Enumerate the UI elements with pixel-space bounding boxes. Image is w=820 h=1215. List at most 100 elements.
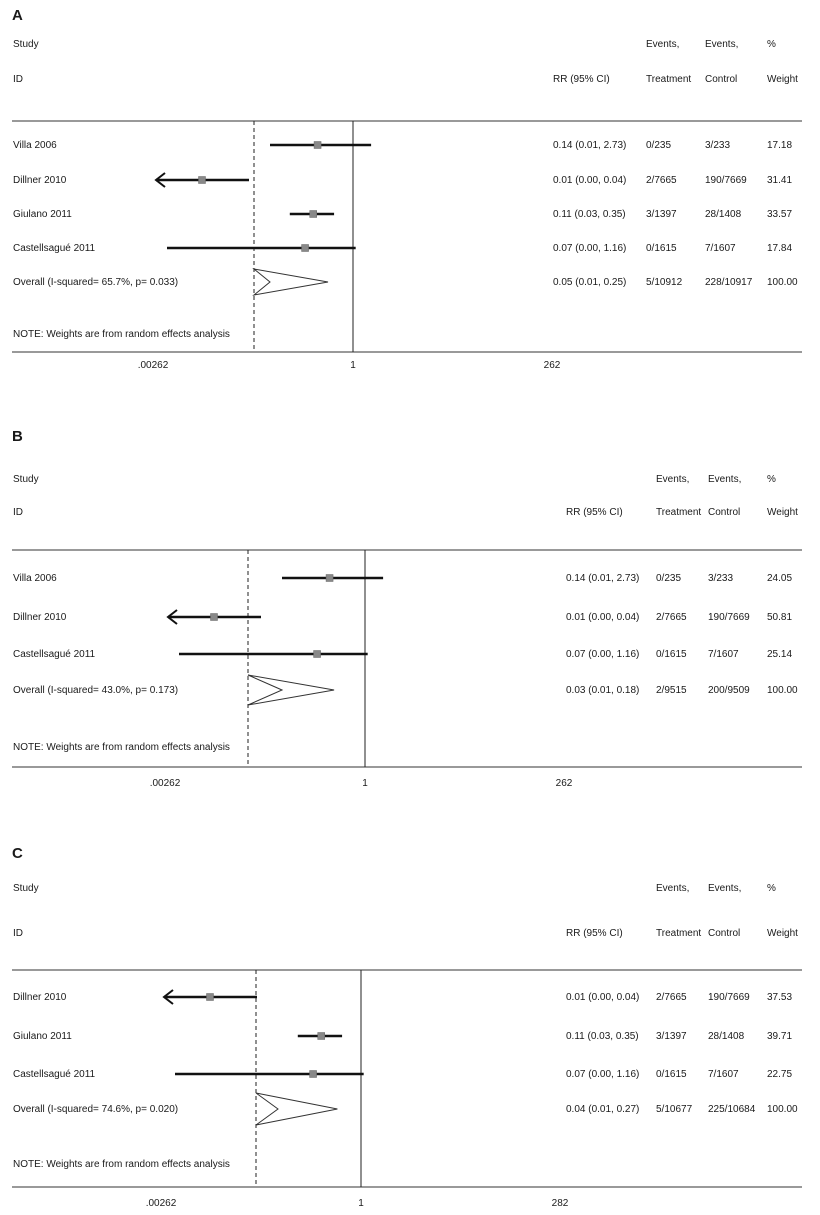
header-treatment: Treatment [656,507,701,518]
study-events-treatment: 0/1615 [656,1069,687,1080]
study-name: Dillner 2010 [13,612,67,623]
header-treatment: Treatment [646,74,691,85]
study-rr-ci: 0.14 (0.01, 2.73) [566,573,639,584]
study-name: Castellsagué 2011 [13,649,96,660]
study-events-treatment: 2/7665 [656,612,687,623]
study-weight: 17.18 [767,140,792,151]
study-events-control: 190/7669 [705,175,747,186]
x-tick-label: 262 [544,360,561,371]
study-name: Villa 2006 [13,140,57,151]
study-weight: 25.14 [767,649,792,660]
study-name: Giulano 2011 [13,209,72,220]
study-rr-ci: 0.11 (0.03, 0.35) [566,1031,639,1042]
study-weight: 50.81 [767,612,792,623]
weights-note: NOTE: Weights are from random effects an… [13,329,230,340]
study-weight: 17.84 [767,243,792,254]
header-control: Control [708,507,740,518]
header-id: ID [13,928,23,939]
overall-events-control: 228/10917 [705,277,753,288]
study-weight: 33.57 [767,209,792,220]
study-name: Villa 2006 [13,573,57,584]
panel-label: B [12,428,23,445]
study-events-control: 190/7669 [708,992,750,1003]
study-weight: 24.05 [767,573,792,584]
study-rr-ci: 0.01 (0.00, 0.04) [566,612,639,623]
study-rr-ci: 0.01 (0.00, 0.04) [566,992,639,1003]
study-rr-ci: 0.01 (0.00, 0.04) [553,175,626,186]
overall-weight: 100.00 [767,1104,798,1115]
header-treatment: Treatment [656,928,701,939]
ci-arrow [154,172,166,188]
study-rr-ci: 0.07 (0.00, 1.16) [553,243,626,254]
header-study: Study [13,39,39,50]
x-tick-label: 1 [358,1198,364,1209]
forest-panel-c: C Study ID RR (95% CI) Events, Treatment Event… [12,845,802,1209]
header-rr: RR (95% CI) [566,928,623,939]
header-control: Control [705,74,737,85]
study-events-control: 28/1408 [705,209,742,220]
study-name: Dillner 2010 [13,992,67,1003]
study-events-control: 7/1607 [705,243,736,254]
x-tick-label: .00262 [138,360,169,371]
study-events-treatment: 2/7665 [646,175,677,186]
header-percent: % [767,883,776,894]
study-events-control: 7/1607 [708,649,739,660]
study-events-treatment: 0/235 [646,140,671,151]
header-percent: % [767,39,776,50]
header-events-control: Events, [705,39,738,50]
study-events-control: 28/1408 [708,1031,745,1042]
study-weight: 31.41 [767,175,792,186]
overall-events-control: 225/10684 [708,1104,756,1115]
ci-arrow [166,609,178,625]
x-tick-label: .00262 [146,1198,177,1209]
overall-events-treatment: 5/10677 [656,1104,693,1115]
header-weight: Weight [767,928,798,939]
header-events-control: Events, [708,474,741,485]
forest-panel-a: A Study ID RR (95% CI) Events, Treatment Event… [12,7,802,371]
header-study: Study [13,883,39,894]
header-id: ID [13,74,23,85]
study-rr-ci: 0.11 (0.03, 0.35) [553,209,626,220]
header-events-treatment: Events, [656,474,689,485]
study-point-estimate [206,993,214,1001]
x-tick-label: 1 [350,360,356,371]
overall-events-treatment: 2/9515 [656,685,687,696]
x-tick-label: 1 [362,778,368,789]
study-events-treatment: 3/1397 [656,1031,687,1042]
study-events-control: 3/233 [708,573,733,584]
study-name: Castellsagué 2011 [13,243,96,254]
overall-events-control: 200/9509 [708,685,750,696]
study-point-estimate [317,1032,325,1040]
study-point-estimate [325,574,334,582]
study-rr-ci: 0.07 (0.00, 1.16) [566,1069,639,1080]
study-events-treatment: 3/1397 [646,209,677,220]
overall-weight: 100.00 [767,277,798,288]
study-events-control: 190/7669 [708,612,750,623]
study-rr-ci: 0.14 (0.01, 2.73) [553,140,626,151]
forest-panel-b: B Study ID RR (95% CI) Events, Treatment Event… [12,428,802,789]
overall-label: Overall (I-squared= 43.0%, p= 0.173) [13,685,178,696]
study-point-estimate [210,613,218,621]
header-percent: % [767,474,776,485]
overall-diamond [247,674,335,706]
header-rr: RR (95% CI) [566,507,623,518]
study-name: Castellsagué 2011 [13,1069,96,1080]
study-events-treatment: 0/1615 [656,649,687,660]
study-point-estimate [309,1070,317,1078]
header-id: ID [13,507,23,518]
study-name: Giulano 2011 [13,1031,72,1042]
overall-label: Overall (I-squared= 65.7%, p= 0.033) [13,277,178,288]
header-events-treatment: Events, [656,883,689,894]
study-weight: 37.53 [767,992,792,1003]
study-rr-ci: 0.07 (0.00, 1.16) [566,649,639,660]
overall-events-treatment: 5/10912 [646,277,683,288]
overall-weight: 100.00 [767,685,798,696]
study-weight: 39.71 [767,1031,792,1042]
header-events-treatment: Events, [646,39,679,50]
x-tick-label: 282 [552,1198,569,1209]
header-events-control: Events, [708,883,741,894]
study-point-estimate [309,210,317,218]
overall-rr-ci: 0.03 (0.01, 0.18) [566,685,639,696]
ci-arrow [162,989,174,1005]
